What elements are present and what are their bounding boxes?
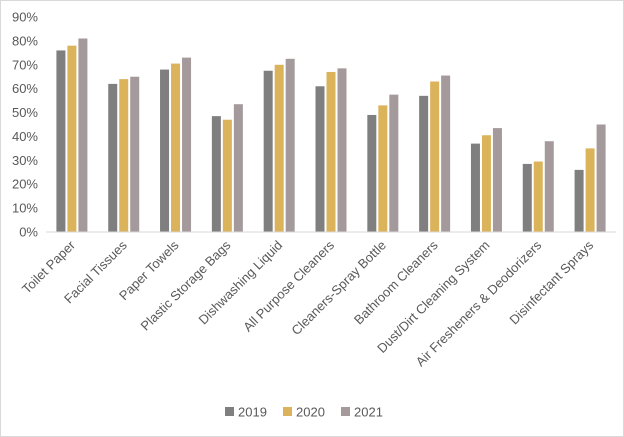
y-tick-label: 30%: [12, 153, 38, 168]
bar: [222, 119, 232, 232]
bar: [522, 163, 532, 232]
bar: [56, 50, 66, 232]
y-tick-label: 20%: [12, 177, 38, 192]
legend-label: 2019: [238, 405, 267, 420]
bar: [533, 161, 543, 232]
bar: [544, 141, 554, 232]
y-tick-label: 50%: [12, 105, 38, 120]
bar: [263, 70, 273, 232]
bar: [430, 81, 440, 232]
legend-swatch: [283, 407, 292, 416]
bar: [160, 69, 170, 232]
bar: [78, 38, 88, 232]
bar: [337, 68, 347, 232]
bar: [274, 64, 284, 233]
bar: [470, 143, 480, 232]
bar: [492, 128, 502, 232]
bar: [481, 135, 491, 232]
bar: [389, 94, 399, 232]
bar: [596, 124, 606, 232]
legend-label: 2020: [296, 405, 325, 420]
bar: [182, 57, 192, 232]
bar: [378, 105, 388, 232]
bar: [233, 104, 243, 232]
bar: [315, 86, 325, 233]
y-tick-label: 70%: [12, 57, 38, 72]
bar: [285, 58, 295, 232]
y-tick-label: 80%: [12, 33, 38, 48]
bar: [326, 71, 336, 232]
legend-label: 2021: [354, 405, 383, 420]
bar: [119, 79, 129, 232]
bar: [441, 75, 451, 233]
y-tick-label: 60%: [12, 81, 38, 96]
y-tick-label: 0%: [19, 225, 38, 240]
y-tick-label: 40%: [12, 129, 38, 144]
bar: [108, 83, 118, 232]
y-tick-label: 90%: [12, 10, 38, 25]
legend-swatch: [341, 407, 350, 416]
bar: [367, 114, 377, 232]
y-tick-label: 10%: [12, 201, 38, 216]
bar: [171, 63, 181, 233]
bar: [211, 116, 221, 232]
bar: [67, 45, 77, 232]
bar: [419, 95, 429, 232]
bar: [585, 148, 595, 232]
legend-swatch: [225, 407, 234, 416]
bar: [130, 76, 140, 232]
bar: [574, 169, 584, 232]
